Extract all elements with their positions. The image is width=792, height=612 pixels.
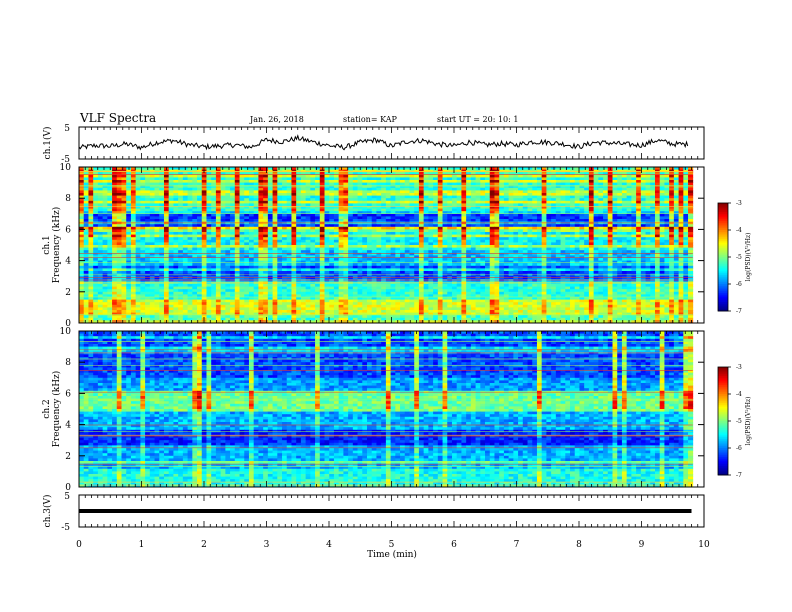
ch1-ytick-bottom: -5 [61, 155, 70, 165]
ch2-colorbar-tick-label: -7 [736, 472, 742, 479]
date-label: Jan. 26, 2018 [249, 115, 304, 124]
x-tick-label: 5 [389, 540, 395, 550]
x-tick-label: 4 [326, 540, 332, 550]
ch1-channel-label: ch.1 [42, 235, 52, 254]
ch1-ytick-top: 5 [64, 124, 70, 134]
x-axis-tick-labels: 0 1 2 3 4 5 6 7 8 9 10 [76, 540, 710, 550]
x-tick-label: 9 [639, 540, 645, 550]
ch2-channel-label: ch.2 [42, 399, 52, 418]
ch3-ytick-bottom: -5 [61, 523, 70, 533]
ch2-colorbar: -3 -4 -5 -6 -7 log(PSD)(V²/Hz) [717, 364, 752, 479]
ch2-colorbar-label: log(PSD)(V²/Hz) [745, 397, 752, 446]
ch2-ytick-label: 0 [65, 483, 71, 493]
ch1-ytick-label: 0 [65, 319, 71, 329]
ch1-ytick-label: 2 [65, 288, 71, 298]
ch3-ytick-top: 5 [64, 492, 70, 502]
ch1-freq-ylabel: Frequency (kHz) [51, 207, 62, 284]
ch1-waveform-line [78, 134, 689, 151]
x-tick-label: 0 [76, 540, 82, 550]
ch1-ytick-label: 10 [60, 163, 72, 173]
start-time-label: start UT = 20: 10: 1 [437, 115, 518, 124]
ch2-colorbar-tick-label: -6 [736, 445, 742, 452]
ch2-ytick-label: 8 [65, 358, 71, 368]
x-tick-label: 1 [139, 540, 145, 550]
ch1-colorbar-tick-label: -7 [736, 308, 742, 315]
ch2-colorbar-tick-label: -5 [736, 418, 742, 425]
ch1-ylabel: ch.1(V) [42, 127, 53, 160]
ch2-ytick-label: 6 [65, 389, 71, 399]
panel-ch1-spectrogram: 0 2 4 6 8 10 ch.1 Frequency (kHz) [42, 163, 705, 329]
x-tick-label: 7 [514, 540, 520, 550]
ch1-colorbar-tick-label: -3 [736, 200, 742, 207]
figure-title: VLF Spectra [79, 111, 156, 125]
ch2-ytick-label: 10 [60, 327, 72, 337]
ch2-spectrogram-image [79, 331, 704, 488]
ch2-ytick-label: 4 [65, 421, 71, 431]
panel-ch2-spectrogram: 0 2 4 6 8 10 ch.2 Frequency (kHz) [42, 327, 705, 493]
ch1-ytick-label: 8 [65, 194, 71, 204]
ch1-colorbar-tick-label: -4 [736, 227, 742, 234]
ch2-ytick-label: 2 [65, 452, 71, 462]
x-axis-ticks [78, 127, 705, 527]
ch1-spectrogram-image [79, 167, 704, 324]
ch1-colorbar-tick-label: -6 [736, 281, 742, 288]
ch1-ytick-label: 4 [65, 257, 71, 267]
ch2-colorbar-tick-label: -4 [736, 391, 742, 398]
ch1-colorbar: -3 -4 -5 -6 -7 log(PSD)(V²/Hz) [717, 200, 752, 315]
x-tick-label: 6 [451, 540, 457, 550]
x-tick-label: 3 [264, 540, 270, 550]
ch2-colorbar-tick-label: -3 [736, 364, 742, 371]
station-label: station= KAP [343, 115, 398, 124]
ch1-colorbar-label: log(PSD)(V²/Hz) [745, 233, 752, 282]
x-tick-label: 8 [576, 540, 582, 550]
x-tick-label: 2 [201, 540, 207, 550]
ch1-colorbar-tick-label: -5 [736, 254, 742, 261]
ch3-ylabel: ch.3(V) [42, 495, 53, 528]
x-tick-label: 10 [698, 540, 710, 550]
ch1-ytick-label: 6 [65, 225, 71, 235]
ch2-freq-ylabel: Frequency (kHz) [51, 371, 62, 448]
x-axis-label: Time (min) [367, 549, 417, 560]
